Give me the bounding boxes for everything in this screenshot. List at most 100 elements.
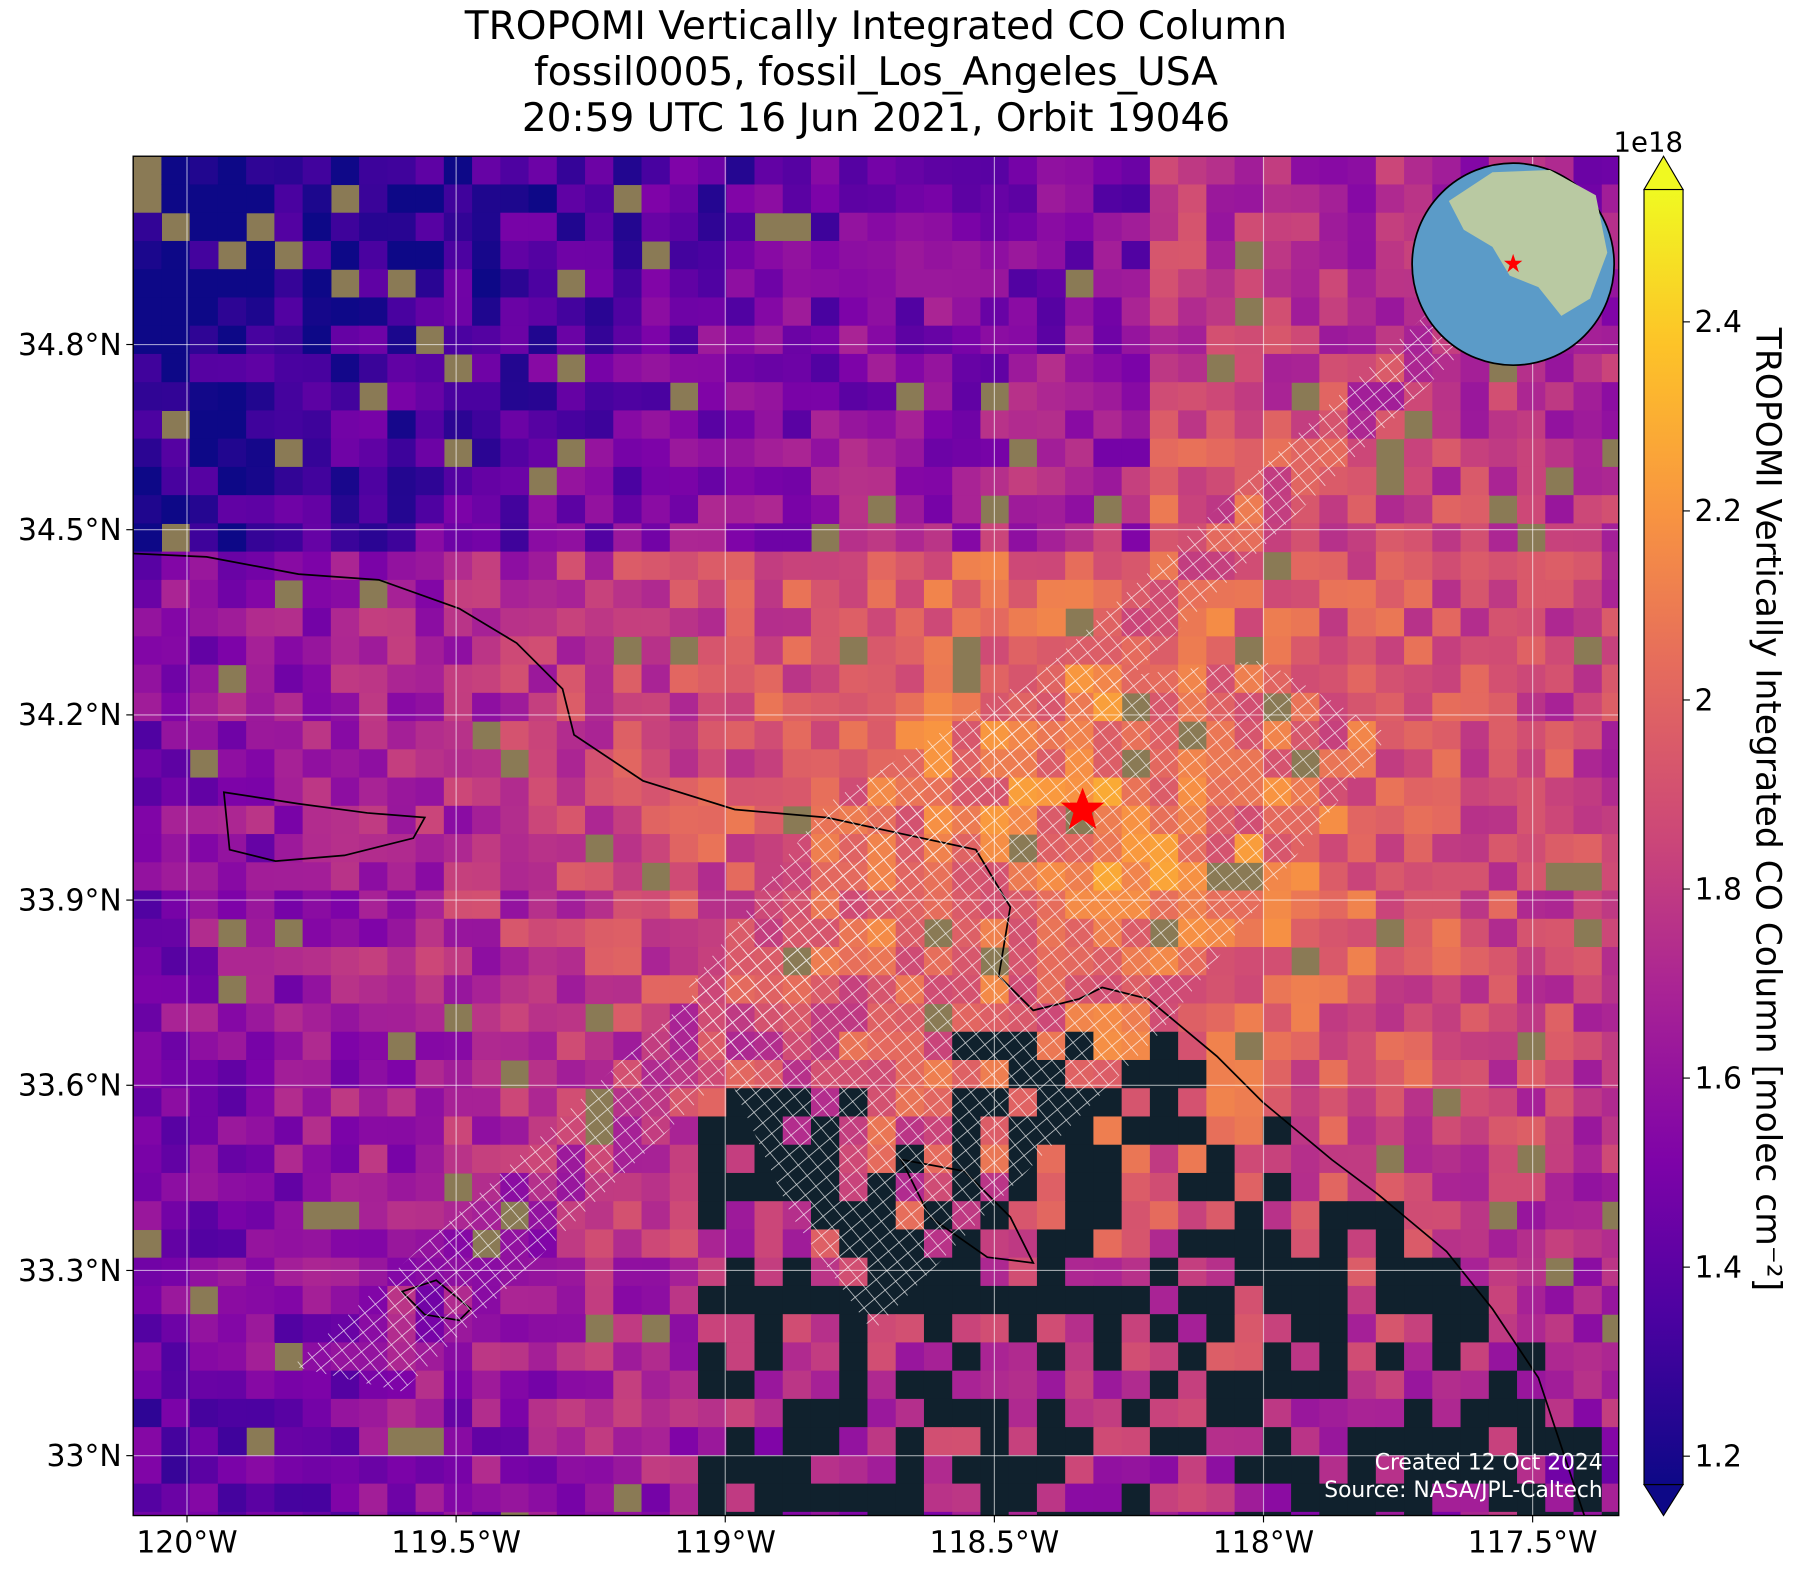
cell [952,240,982,270]
cell [556,1455,586,1485]
cell [302,1398,332,1428]
cell [698,636,727,666]
cell [1121,1229,1151,1259]
cell [1178,382,1207,411]
cell [387,862,417,892]
cell [330,608,360,637]
cell [415,1511,445,1516]
cell [359,1144,388,1174]
cell [754,1314,784,1343]
cell [1432,1455,1462,1485]
cell [1319,184,1349,214]
cell [1121,325,1151,355]
cell [669,1398,699,1428]
y-tick-label: 34.8°N [18,328,122,363]
cell [1319,608,1349,637]
cell [754,438,784,468]
cell [1149,410,1179,440]
cell [839,1370,869,1400]
cell [669,692,699,722]
cell [1093,438,1123,468]
cell [1149,1201,1179,1231]
cell [387,1144,417,1174]
cell [613,862,643,892]
cell [330,636,360,666]
cell [923,1398,953,1428]
cell [1234,1314,1264,1343]
cell [1488,1229,1518,1259]
cell [1121,1483,1151,1513]
cell [161,466,191,496]
cell [359,156,388,186]
cell [754,834,784,863]
cell [1545,1088,1575,1118]
cell [189,1483,219,1513]
cell [500,156,530,186]
cell [500,1285,530,1315]
cell [1375,749,1405,779]
cell [1601,636,1619,666]
cell [810,1511,840,1516]
cell [1036,1511,1066,1516]
cell [952,1342,982,1372]
cell [161,438,191,468]
cell [217,692,247,722]
cell [1234,325,1264,355]
cell [726,495,756,524]
cell [500,495,530,524]
cell [387,1116,417,1146]
cell [726,1144,756,1174]
cell [1488,1031,1518,1061]
cell [923,297,953,327]
cell [1488,579,1518,609]
cell [528,523,558,553]
cell [556,184,586,214]
cell [161,777,191,807]
cell [810,212,840,242]
cell [1601,1427,1619,1456]
cell [669,721,699,750]
cell [1206,325,1236,355]
cell [810,410,840,440]
cell [1178,495,1207,524]
cell [867,1398,897,1428]
cell [1291,1370,1320,1400]
cell [1375,1342,1405,1372]
cell [500,721,530,750]
cell [1404,918,1433,948]
cell [443,269,473,299]
cell [1206,269,1236,299]
y-tick-label: 34.5°N [18,513,122,548]
colorbar-tick-label: 1.4 [1695,1250,1742,1285]
cell [415,1116,445,1146]
cell [246,1144,275,1174]
cell [867,382,897,411]
x-tick-label: 118.5°W [929,1525,1059,1560]
cell [500,1342,530,1372]
cell [189,240,219,270]
cell [1432,692,1462,722]
cell [1432,749,1462,779]
cell [641,297,671,327]
cell [528,777,558,807]
cell [217,466,247,496]
cell [1375,1455,1405,1485]
cell [528,862,558,892]
cell [217,1088,247,1118]
cell [1375,1285,1405,1315]
cell [1234,1257,1264,1287]
cell [1319,156,1349,186]
cell [669,184,699,214]
cell [810,749,840,779]
cell [1517,1427,1546,1456]
cell [952,551,982,581]
cell [246,297,275,327]
cell [528,1455,558,1485]
cell [302,1370,332,1400]
cell [1206,608,1236,637]
cell [330,749,360,779]
cell [726,1201,756,1231]
cell [443,212,473,242]
cell [669,749,699,779]
cell [274,1370,304,1400]
